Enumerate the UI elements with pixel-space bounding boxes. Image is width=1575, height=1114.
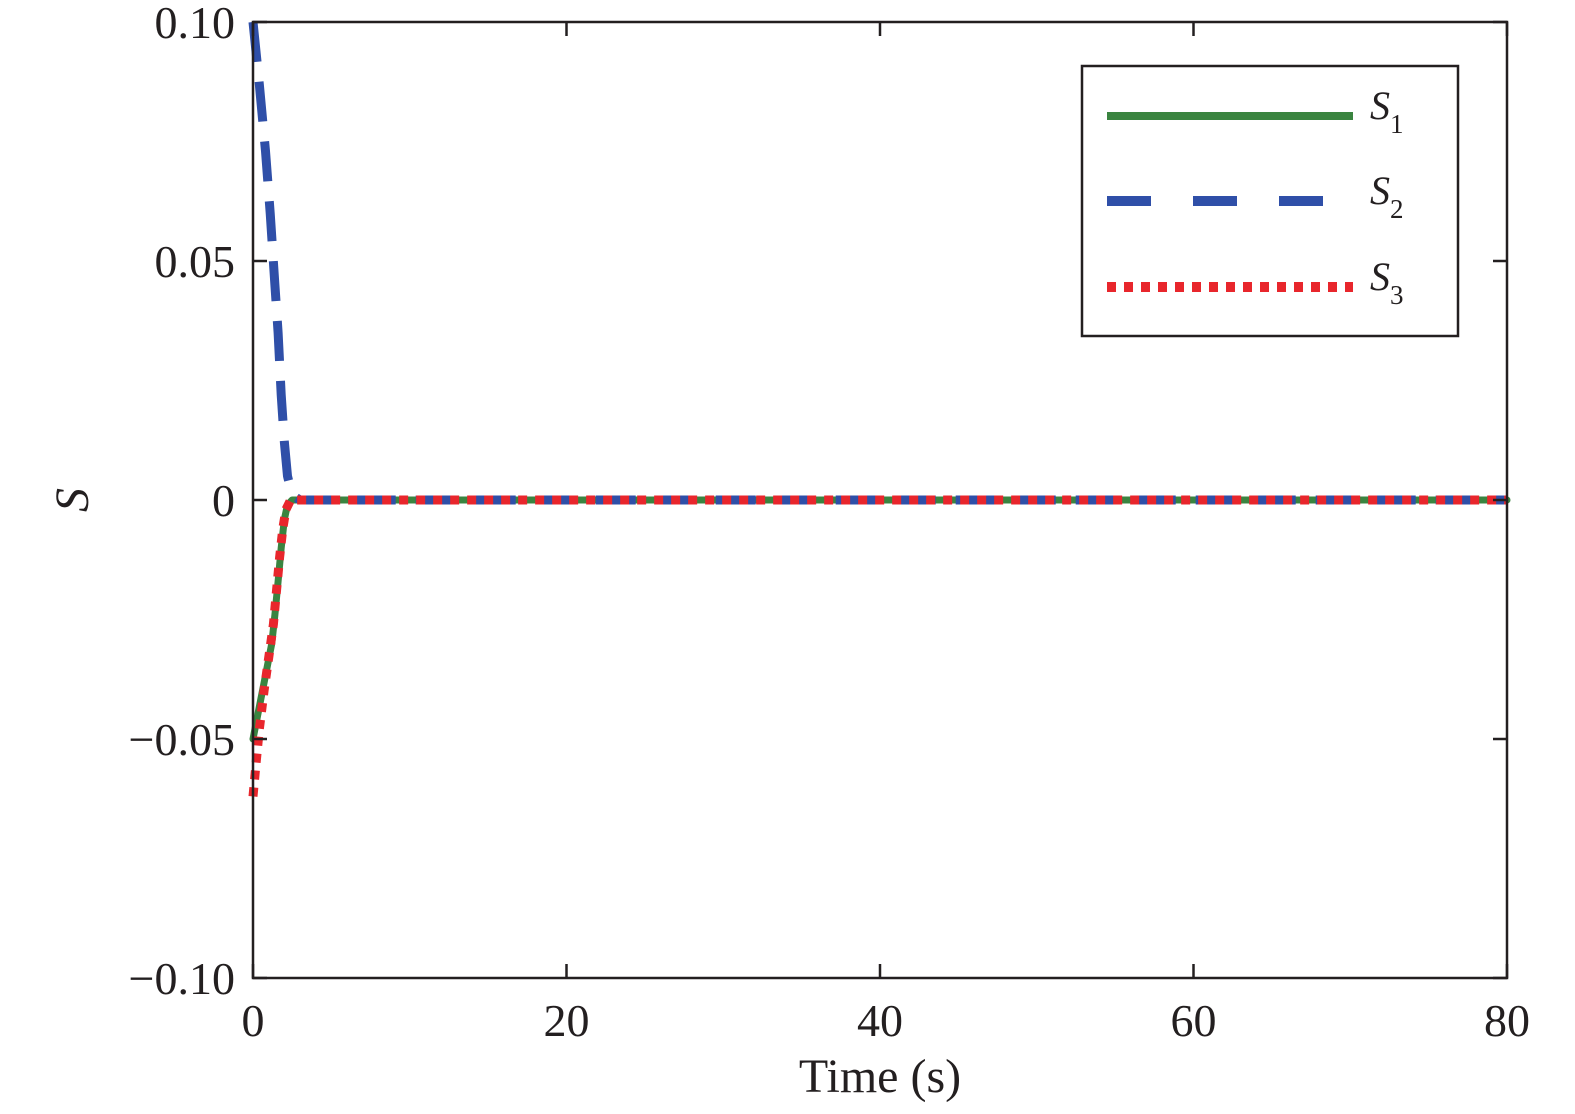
x-tick-label: 20: [544, 995, 590, 1046]
y-tick-label: 0.10: [155, 0, 236, 48]
y-tick-label: 0: [212, 475, 235, 526]
y-tick-label: −0.10: [129, 953, 235, 1004]
x-tick-label: 80: [1484, 995, 1530, 1046]
series-layer: [248, 21, 1511, 797]
y-tick-label: −0.05: [129, 714, 235, 765]
x-tick-label: 0: [242, 995, 265, 1046]
x-tick-label: 60: [1171, 995, 1217, 1046]
x-tick-label: 40: [857, 995, 903, 1046]
ticks-layer: [251, 20, 1509, 980]
y-tick-label: 0.05: [155, 236, 236, 287]
legend-label-s3: S3: [1370, 254, 1404, 310]
tick-labels: 0 20 40 60 80 0.10 0.05 0 −0.05 −0.10: [129, 0, 1530, 1046]
y-axis-title: S: [46, 488, 99, 512]
legend-label-s2: S2: [1370, 168, 1404, 224]
legend-label-s1: S1: [1370, 83, 1404, 139]
legend: S1 S2 S3: [1080, 64, 1460, 338]
series-line-s1: [249, 496, 1511, 743]
x-axis-title: Time (s): [799, 1050, 961, 1103]
series-line-s3: [248, 495, 1507, 797]
series-line-s2: [248, 21, 1507, 505]
